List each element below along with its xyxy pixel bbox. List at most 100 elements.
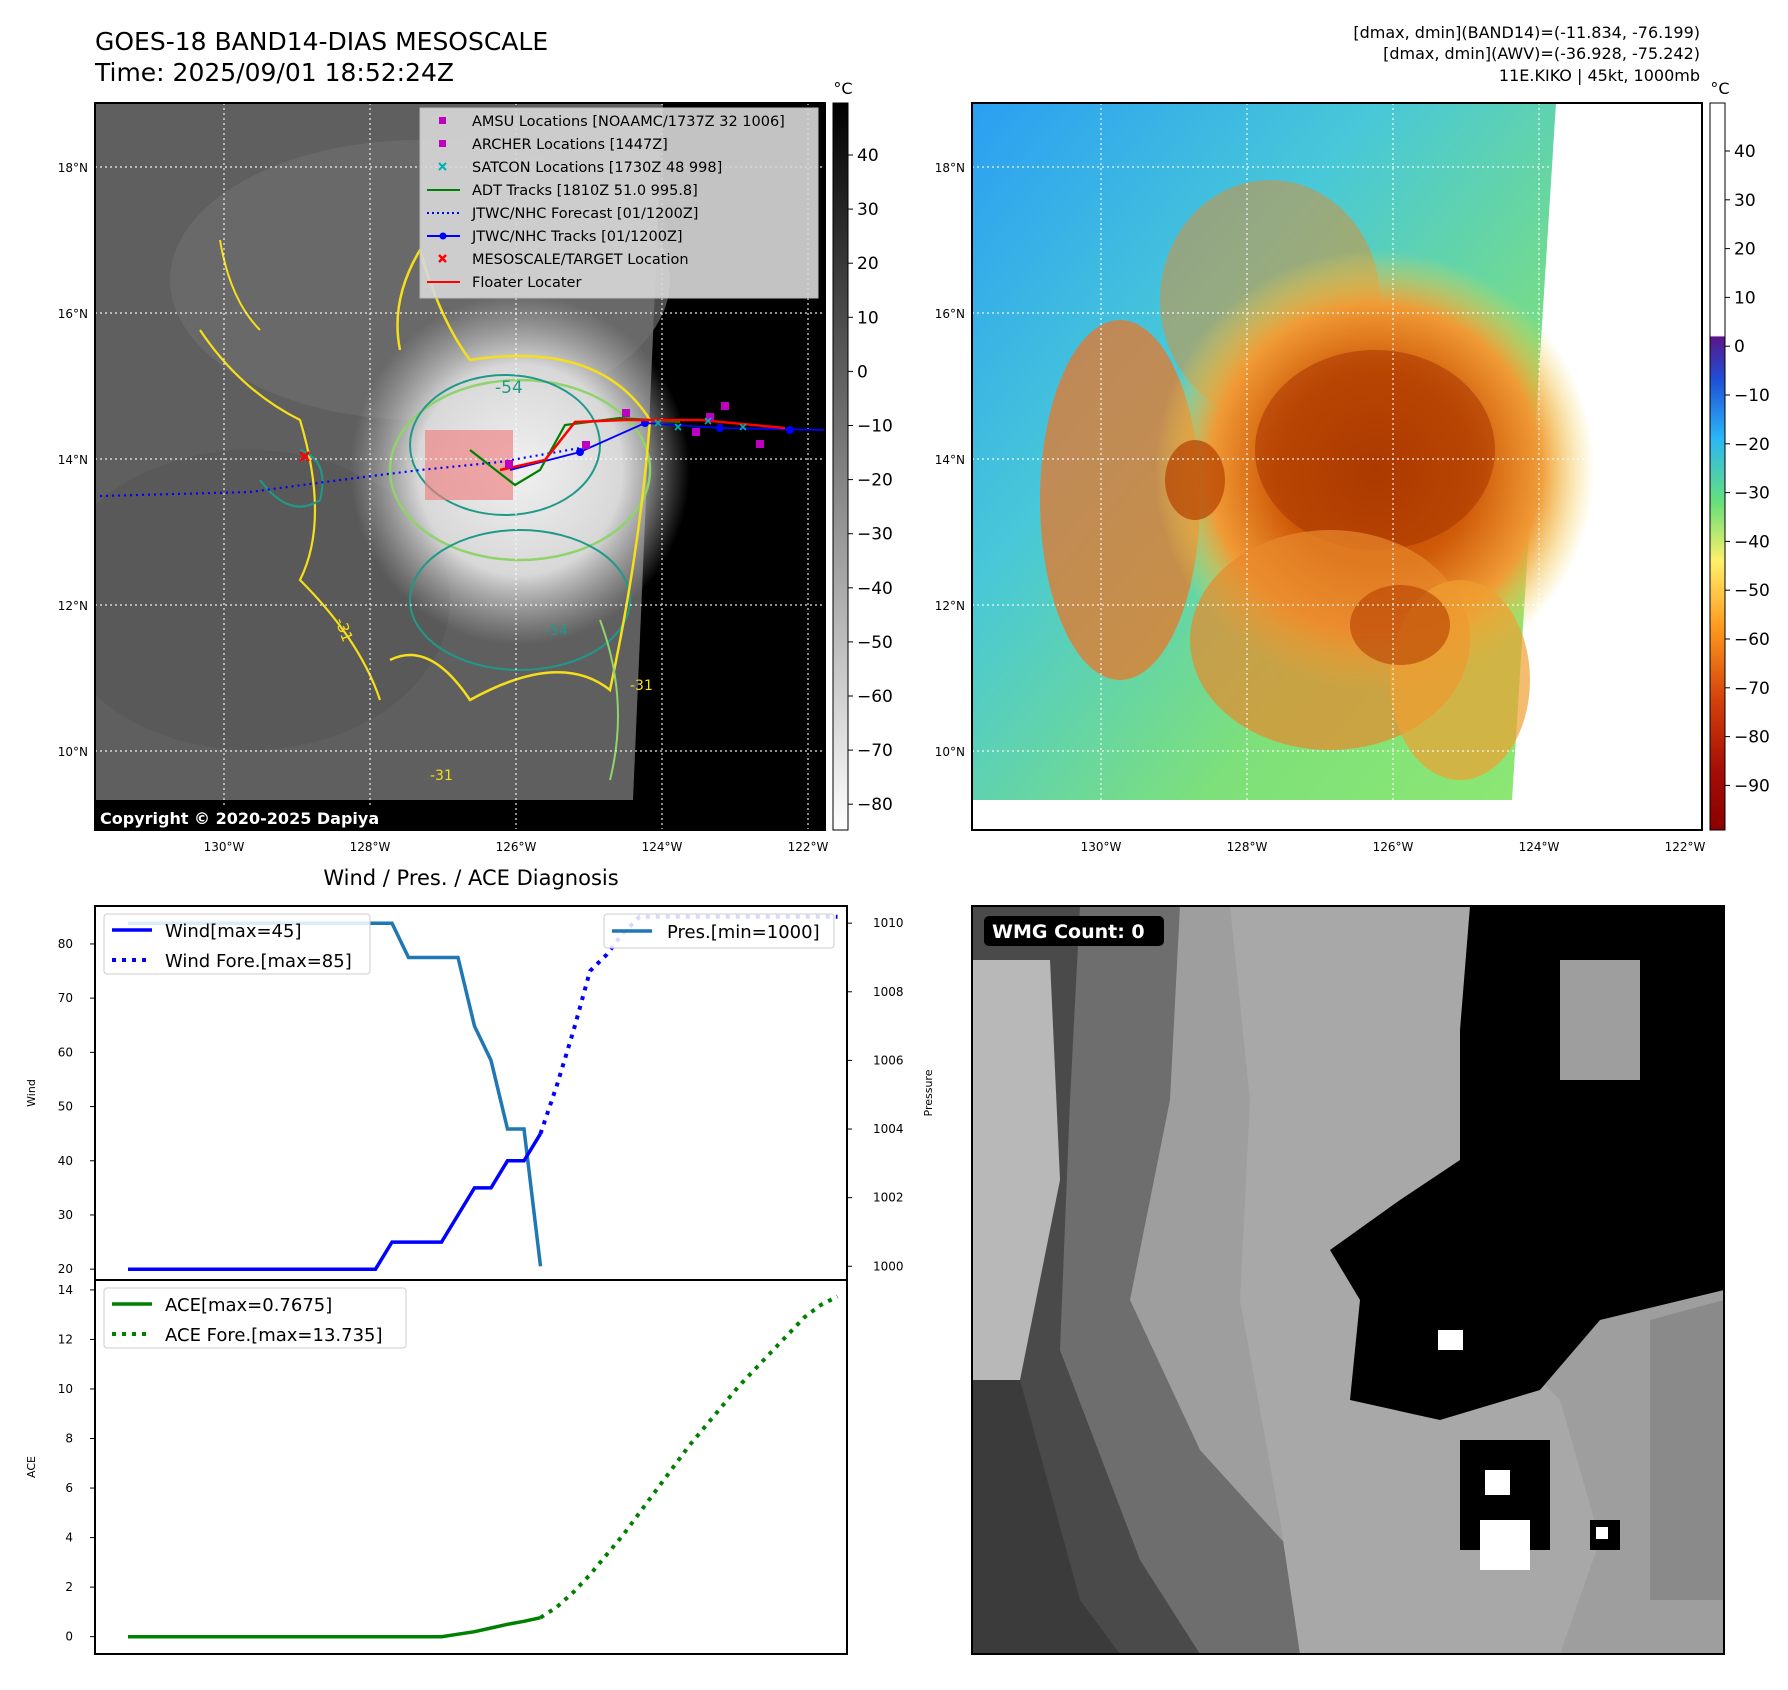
y-axis-label-wind: Wind (25, 1079, 38, 1107)
lon-label: 128°W (350, 840, 391, 854)
colorbar-tick-label: −70 (1734, 679, 1770, 699)
y-tick-label: 20 (58, 1262, 73, 1276)
colorbar-tick-label: 20 (857, 254, 879, 274)
lat-label: 14°N (935, 453, 965, 467)
colorbar-tick-label: −60 (857, 687, 893, 707)
legend-entry: Wind[max=45] (165, 921, 302, 942)
colorbar-tick-label: −70 (857, 741, 893, 761)
info-band14-range: [dmax, dmin](BAND14)=(-11.834, -76.199) (1353, 23, 1700, 42)
colorbar-tick-label: −40 (1734, 532, 1770, 552)
lat-label: 18°N (58, 161, 88, 175)
legend-marker (439, 117, 446, 124)
map-colored-awv: 18°N 16°N 14°N 12°N 10°N 130°W 128°W 126… (935, 102, 1706, 854)
legend-entry: Pres.[min=1000] (667, 922, 820, 943)
target-location-marker (299, 451, 310, 462)
colorbar-tick-label: 40 (857, 146, 879, 166)
page-title: GOES-18 BAND14-DIAS MESOSCALE (95, 27, 548, 56)
legend-entry: ACE Fore.[max=13.735] (165, 1325, 383, 1346)
wmg-panel: WMG Count: 0 (971, 905, 1725, 1655)
lon-label: 128°W (1227, 840, 1268, 854)
lon-label: 122°W (788, 840, 829, 854)
colorbar-unit: °C (1710, 79, 1729, 98)
legend-entry: MESOSCALE/TARGET Location (472, 252, 689, 268)
contour-label: -54 (495, 378, 523, 398)
legend-entry: JTWC/NHC Tracks [01/1200Z] (471, 229, 683, 245)
legend-entry: JTWC/NHC Forecast [01/1200Z] (471, 206, 698, 222)
floater-track (499, 418, 786, 472)
colorbar-unit: °C (833, 79, 852, 98)
y-tick-label: 12 (58, 1332, 73, 1346)
adt-track (469, 416, 681, 487)
ace-legend: ACE[max=0.7675] ACE Fore.[max=13.735] (103, 1287, 407, 1349)
y-tick-label: 70 (58, 991, 73, 1005)
legend-marker (438, 254, 447, 263)
lat-label: 12°N (935, 599, 965, 613)
legend-entry: AMSU Locations [NOAAMC/1737Z 32 1006] (472, 114, 785, 130)
colorbar-tick-label: −80 (857, 795, 893, 815)
colorbar-tick-label: −30 (857, 525, 893, 545)
wind-pressure-chart: 20 30 40 50 60 70 80 1000 1002 1004 1006 1008 1010 W… (25, 905, 935, 1281)
y2-tick-label: 1000 (873, 1259, 904, 1273)
colorbar-tick-label: 0 (857, 362, 868, 382)
lat-label: 10°N (58, 745, 88, 759)
colorbar-grayscale: °C 40 30 20 10 0 −10 −20 −30 −40 −50 −60 −70 −80 (832, 79, 893, 831)
lat-label: 16°N (58, 307, 88, 321)
y-tick-label: 0 (65, 1630, 73, 1644)
legend-entry: ARCHER Locations [1447Z] (472, 137, 668, 153)
lon-label: 126°W (496, 840, 537, 854)
colorbar-tick-label: −10 (857, 417, 893, 437)
info-storm-name: 11E.KIKO | 45kt, 1000mb (1499, 66, 1700, 85)
y2-tick-label: 1010 (873, 916, 904, 930)
lon-label: 130°W (204, 840, 245, 854)
lon-label: 124°W (642, 840, 683, 854)
y-axis-label-ace: ACE (25, 1456, 38, 1478)
ace-chart: 0 2 4 6 8 10 12 14 ACE ACE[max=0.7675] ACE Fore… (25, 1279, 848, 1655)
colorbar-tick-label: −40 (857, 579, 893, 599)
map1-axis-labels: 18°N 16°N 14°N 12°N 10°N 130°W 128°W 126… (58, 161, 829, 854)
floater-box (425, 430, 513, 500)
colorbar-tick-label: −20 (857, 471, 893, 491)
y-axis-label-pressure: Pressure (922, 1069, 935, 1116)
y-tick-label: 80 (58, 937, 73, 951)
lat-label: 12°N (58, 599, 88, 613)
y-tick-label: 40 (58, 1154, 73, 1168)
y-tick-label: 50 (58, 1100, 73, 1114)
wind-line (128, 1132, 542, 1271)
map2-axis-labels: 18°N 16°N 14°N 12°N 10°N 130°W 128°W 126… (935, 161, 1706, 854)
jtwc-forecast-track (99, 446, 581, 498)
y2-tick-label: 1006 (873, 1053, 904, 1067)
copyright-label: Copyright © 2020-2025 Dapiya (100, 809, 379, 828)
legend-entry: ADT Tracks [1810Z 51.0 995.8] (472, 183, 698, 199)
legend-marker (438, 162, 447, 171)
tracks (99, 402, 825, 498)
colorbar-tick-label: −30 (1734, 484, 1770, 504)
y-tick-label: 6 (65, 1481, 73, 1495)
legend-entry: Floater Locater (472, 275, 581, 291)
colorbar-tick-label: 10 (1734, 288, 1756, 308)
lat-label: 18°N (935, 161, 965, 175)
y-tick-label: 60 (58, 1045, 73, 1059)
pressure-legend: Pres.[min=1000] (603, 913, 835, 949)
colorbar-tick-label: 20 (1734, 240, 1756, 260)
contour-label: -31 (630, 678, 653, 694)
observation-time: Time: 2025/09/01 18:52:24Z (94, 58, 454, 87)
colorbar-tick-label: −20 (1734, 435, 1770, 455)
y-tick-label: 30 (58, 1208, 73, 1222)
y-tick-label: 14 (58, 1283, 73, 1297)
legend-entry: SATCON Locations [1730Z 48 998] (472, 160, 722, 176)
wind-legend: Wind[max=45] Wind Fore.[max=85] (103, 913, 371, 975)
contour-label: -31 (430, 768, 453, 784)
chart-title: Wind / Pres. / ACE Diagnosis (323, 866, 618, 890)
lat-label: 10°N (935, 745, 965, 759)
colorbar-tick-label: −60 (1734, 630, 1770, 650)
legend-marker (439, 140, 446, 147)
lon-label: 126°W (1373, 840, 1414, 854)
wmg-count-label: WMG Count: 0 (992, 921, 1145, 943)
lon-label: 124°W (1519, 840, 1560, 854)
y-tick-label: 8 (65, 1432, 73, 1446)
y2-tick-label: 1002 (873, 1191, 904, 1205)
colorbar-tick-label: 30 (1734, 191, 1756, 211)
lon-label: 130°W (1081, 840, 1122, 854)
map-legend: AMSU Locations [NOAAMC/1737Z 32 1006] AR… (419, 107, 819, 299)
